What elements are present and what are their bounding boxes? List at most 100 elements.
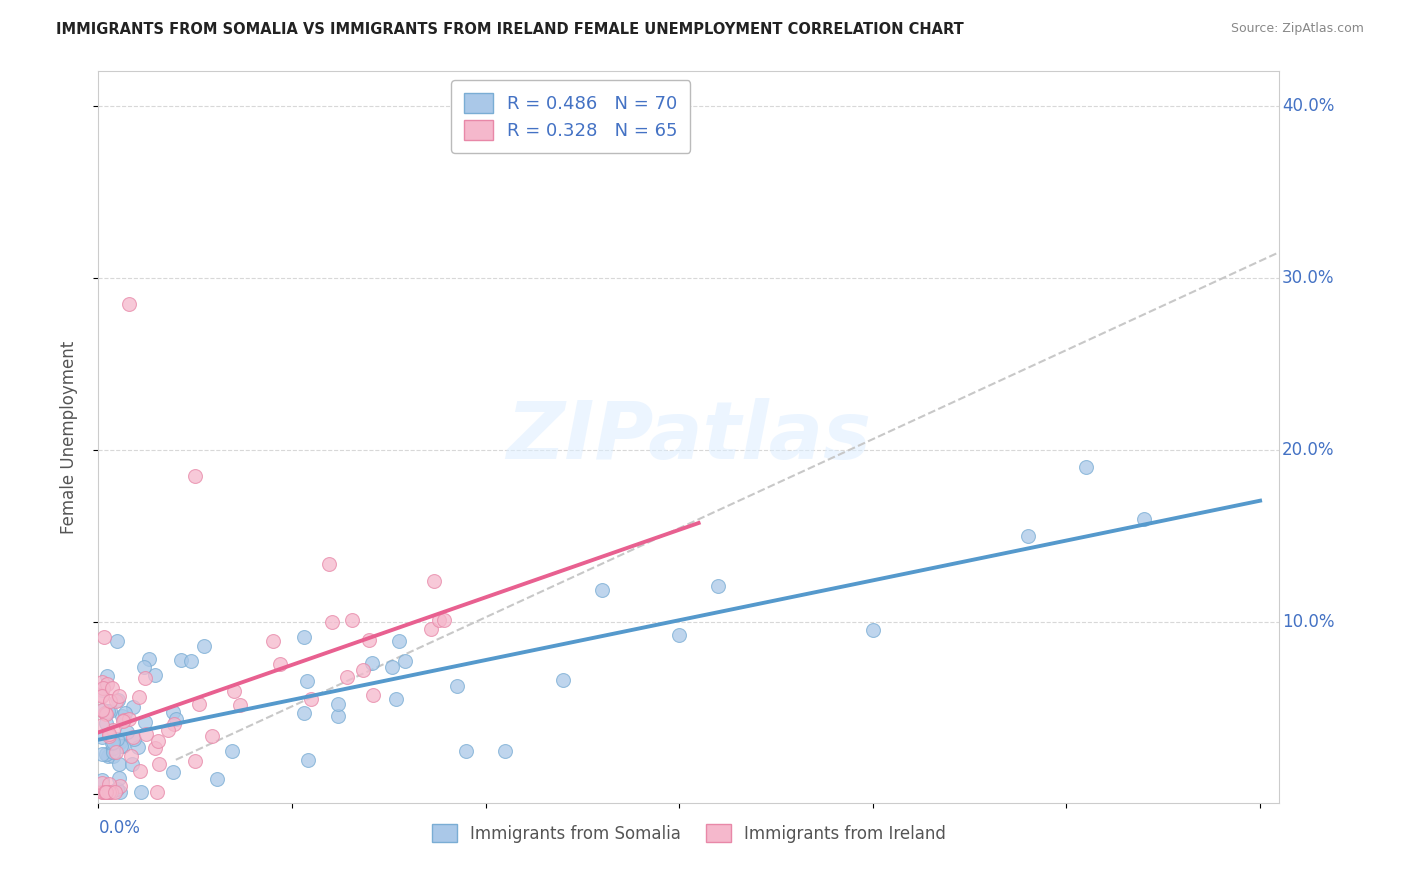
Point xyxy=(165,712,187,726)
Point xyxy=(1074,460,1097,475)
Point xyxy=(94,747,117,761)
Point xyxy=(1133,511,1156,525)
Point xyxy=(91,776,114,790)
Point xyxy=(184,754,207,768)
Point xyxy=(121,700,143,714)
Point xyxy=(93,681,115,695)
Point xyxy=(91,731,114,745)
Point xyxy=(98,704,121,718)
Point xyxy=(321,615,343,629)
Point xyxy=(107,634,129,648)
Text: 20.0%: 20.0% xyxy=(1282,441,1334,459)
Point xyxy=(122,732,145,747)
Point xyxy=(132,660,155,674)
Point xyxy=(318,557,340,571)
Point xyxy=(111,714,134,728)
Point xyxy=(104,785,127,799)
Text: ZIPatlas: ZIPatlas xyxy=(506,398,872,476)
Point xyxy=(114,706,136,721)
Point xyxy=(494,744,516,758)
Point xyxy=(707,579,730,593)
Point xyxy=(433,613,456,627)
Point xyxy=(201,730,224,744)
Point xyxy=(96,676,118,690)
Text: 40.0%: 40.0% xyxy=(1282,96,1334,115)
Point xyxy=(121,730,143,744)
Point xyxy=(110,739,132,753)
Point xyxy=(91,703,114,717)
Point xyxy=(94,785,117,799)
Point xyxy=(101,746,124,760)
Point xyxy=(101,681,124,695)
Point xyxy=(170,653,193,667)
Point xyxy=(551,673,574,687)
Point xyxy=(118,296,141,310)
Point xyxy=(456,744,478,758)
Point xyxy=(94,707,117,722)
Point xyxy=(222,683,245,698)
Point xyxy=(388,634,411,648)
Point xyxy=(100,785,122,799)
Point xyxy=(105,738,128,752)
Point xyxy=(128,764,150,779)
Point xyxy=(97,785,120,799)
Point xyxy=(143,741,166,756)
Point xyxy=(145,785,167,799)
Point xyxy=(93,785,115,799)
Point xyxy=(101,735,124,749)
Point xyxy=(91,703,114,717)
Point xyxy=(118,713,141,727)
Point xyxy=(120,748,142,763)
Point xyxy=(162,706,184,720)
Point xyxy=(127,740,149,755)
Point xyxy=(299,692,322,706)
Point xyxy=(134,671,156,685)
Point xyxy=(295,674,318,689)
Point xyxy=(423,574,446,589)
Point xyxy=(101,740,124,755)
Point xyxy=(105,732,128,747)
Point xyxy=(205,772,228,786)
Point xyxy=(96,669,118,683)
Point xyxy=(110,779,132,793)
Point xyxy=(98,727,121,741)
Point xyxy=(380,660,402,674)
Point xyxy=(352,663,374,677)
Point xyxy=(591,582,613,597)
Point xyxy=(180,654,202,668)
Point xyxy=(107,756,129,771)
Point xyxy=(361,656,384,670)
Point xyxy=(91,674,114,689)
Text: IMMIGRANTS FROM SOMALIA VS IMMIGRANTS FROM IRELAND FEMALE UNEMPLOYMENT CORRELATI: IMMIGRANTS FROM SOMALIA VS IMMIGRANTS FR… xyxy=(56,22,965,37)
Point xyxy=(91,785,114,799)
Point xyxy=(292,706,315,721)
Point xyxy=(336,670,359,684)
Point xyxy=(359,633,381,648)
Point xyxy=(97,749,120,764)
Point xyxy=(105,745,128,759)
Point xyxy=(128,690,150,704)
Point xyxy=(108,785,131,799)
Point xyxy=(94,716,117,731)
Point xyxy=(93,630,115,644)
Point xyxy=(103,748,125,763)
Point xyxy=(94,706,117,721)
Point xyxy=(862,624,884,638)
Point xyxy=(269,657,291,672)
Point xyxy=(229,698,252,712)
Point xyxy=(105,782,128,797)
Point xyxy=(193,639,215,653)
Point xyxy=(112,739,135,754)
Point xyxy=(148,756,170,771)
Point xyxy=(107,693,129,707)
Point xyxy=(156,723,179,737)
Point xyxy=(138,651,160,665)
Point xyxy=(1017,529,1039,543)
Point xyxy=(221,744,243,758)
Point xyxy=(326,709,349,723)
Point xyxy=(94,785,117,799)
Point xyxy=(111,709,134,723)
Point xyxy=(91,688,114,702)
Point xyxy=(427,613,450,627)
Point xyxy=(91,683,114,698)
